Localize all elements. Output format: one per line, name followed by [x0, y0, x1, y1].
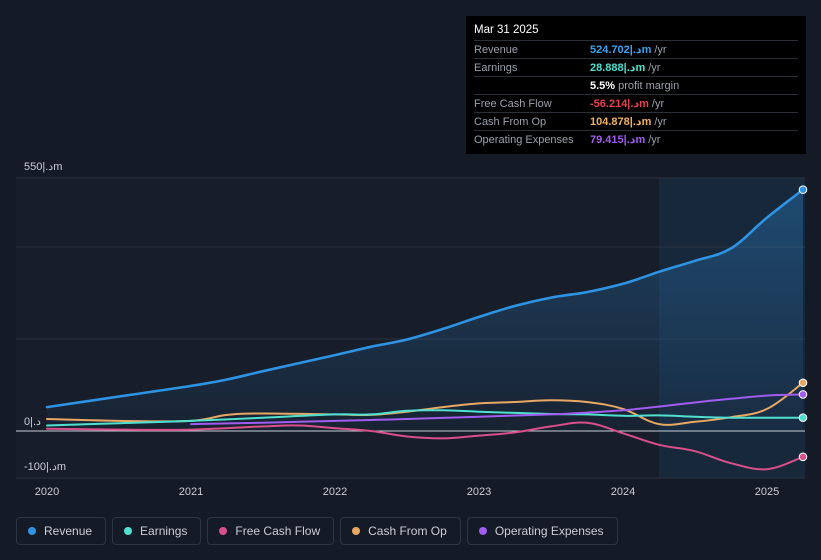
revenue-area — [47, 189, 803, 431]
tooltip-row-unit: /yr — [648, 133, 661, 146]
tooltip-row-label: Revenue — [474, 43, 519, 56]
x-tick-label: 2024 — [611, 486, 635, 498]
x-tick-label: 2021 — [179, 486, 203, 498]
tooltip-row-unit: profit margin — [618, 79, 680, 92]
x-tick-label: 2023 — [467, 486, 491, 498]
y-label-zero: 0|.د — [24, 416, 41, 428]
earnings-line — [46, 409, 804, 427]
legend-item-operating-expenses[interactable]: Operating Expenses — [466, 517, 618, 545]
legend-dot-icon — [478, 527, 487, 535]
tooltip-row-label: Operating Expenses — [474, 133, 574, 146]
legend-label: Earnings — [140, 524, 188, 538]
tooltip-row-value: 524.702|.دm — [590, 44, 652, 56]
tooltip-row-value: -56.214|.دm — [590, 98, 649, 110]
legend-label: Free Cash Flow — [235, 524, 321, 538]
y-label-bottom: -100|.دm — [24, 461, 66, 473]
legend-dot-icon — [28, 527, 36, 535]
tooltip-row-value: 79.415|.دm — [590, 134, 646, 146]
chart: 550|.دm 0|.د -100|.دm 2020 2021 2022 2023 20… — [16, 161, 808, 498]
tooltip-row: Cash From Op 104.878|.دm/yr — [474, 112, 798, 130]
legend-item-cash-from-op[interactable]: Cash From Op — [340, 517, 461, 545]
tooltip-row: Free Cash Flow -56.214|.دm/yr — [474, 94, 798, 112]
legend-dot-icon — [352, 527, 361, 535]
revenue-line — [45, 188, 805, 409]
earnings-end-marker — [798, 413, 808, 423]
legend-dot-icon — [219, 527, 228, 535]
tooltip-row: 5.5% profit margin — [474, 76, 798, 94]
tooltip-row-value: 5.5% — [590, 79, 616, 92]
tooltip-date: Mar 31 2025 — [474, 24, 539, 36]
tooltip-row-unit: /yr — [648, 61, 661, 74]
tooltip-row-label: Earnings — [474, 61, 518, 74]
x-tick-label: 2025 — [755, 486, 779, 498]
free-cash-flow-end-marker — [798, 452, 808, 462]
legend-label: Operating Expenses — [494, 524, 604, 538]
tooltip-row: Revenue 524.702|.دm/yr — [474, 40, 798, 58]
legend-label: Cash From Op — [368, 524, 447, 538]
tooltip-row: Earnings 28.888|.دm/yr — [474, 58, 798, 76]
legend-item-earnings[interactable]: Earnings — [112, 517, 202, 545]
y-label-top: 550|.دm — [24, 161, 62, 173]
tooltip: Mar 31 2025 Revenue 524.702|.دm/yr Earning… — [466, 16, 806, 154]
tooltip-row-unit: /yr — [651, 97, 665, 110]
tooltip-row-value: 28.888|.دm — [590, 62, 646, 74]
tooltip-row-unit: /yr — [654, 115, 667, 128]
legend-item-revenue[interactable]: Revenue — [16, 517, 107, 545]
operating-expenses-line — [190, 393, 804, 426]
cash-from-op-end-marker — [798, 378, 808, 388]
operating-expenses-end-marker — [798, 390, 808, 399]
legend-dot-icon — [124, 527, 133, 535]
free-cash-flow-line — [46, 421, 804, 471]
legend-item-free-cash-flow[interactable]: Free Cash Flow — [207, 517, 335, 545]
x-tick-label: 2020 — [35, 486, 59, 498]
cash-from-op-line — [46, 381, 804, 426]
tooltip-row: Operating Expenses 79.415|.دm/yr — [474, 130, 798, 148]
legend: Revenue Earnings Free Cash Flow Cash From O… — [16, 517, 618, 545]
legend-label: Revenue — [44, 524, 93, 538]
revenue-end-marker — [798, 185, 808, 194]
x-tick-label: 2022 — [323, 486, 347, 498]
tooltip-row-value: 104.878|.دm — [590, 116, 652, 128]
tooltip-row-label: Cash From Op — [474, 115, 547, 128]
tooltip-row-unit: /yr — [654, 43, 667, 56]
tooltip-row-label: Free Cash Flow — [474, 97, 552, 110]
